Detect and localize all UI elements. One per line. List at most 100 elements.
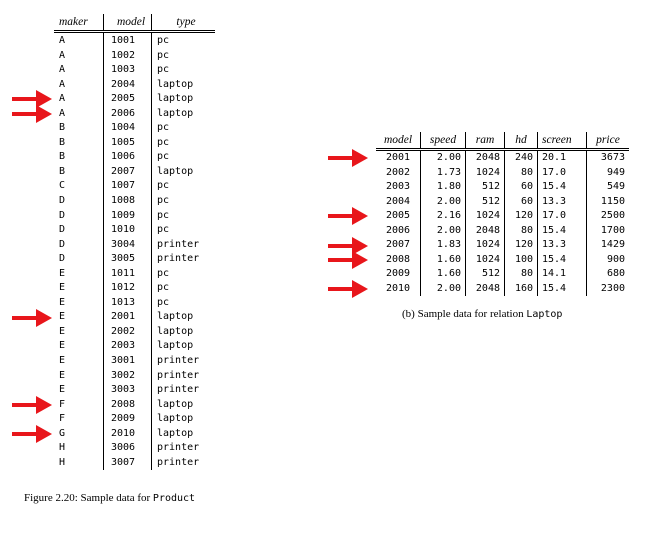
product-header-model: model xyxy=(103,14,152,33)
product-cell-model: 1009 xyxy=(103,208,152,224)
product-cell-maker: G xyxy=(59,427,66,439)
laptop-cell-screen: 13.3 xyxy=(537,238,587,253)
product-cell-type: pc xyxy=(151,179,215,195)
laptop-cell-ram: 512 xyxy=(465,180,505,195)
product-cell-maker: A xyxy=(59,49,66,61)
product-row: B 1004 pc xyxy=(54,121,215,136)
laptop-header-price: price xyxy=(586,132,629,151)
laptop-cell-model: 2005 xyxy=(385,210,411,222)
product-cell-maker: A xyxy=(59,64,66,76)
product-row: D 1010 pc xyxy=(54,223,215,238)
laptop-cell-price: 2300 xyxy=(586,281,629,297)
product-cell-maker: F xyxy=(59,413,66,425)
product-cell-maker: E xyxy=(59,355,66,367)
product-cell-model: 3002 xyxy=(103,368,152,384)
product-row: H 3006 printer xyxy=(54,441,215,456)
product-cell-type: pc xyxy=(151,48,215,64)
laptop-cell-screen: 13.3 xyxy=(537,194,587,210)
red-arrow-icon xyxy=(12,425,52,444)
laptop-cell-hd: 80 xyxy=(504,267,538,282)
product-cell-maker: B xyxy=(59,151,66,163)
product-cell-maker: A xyxy=(59,93,66,105)
laptop-cell-model: 2008 xyxy=(385,253,411,265)
laptop-cell-price: 1429 xyxy=(586,238,629,253)
product-cell-type: laptop xyxy=(151,426,215,442)
laptop-cell-speed: 1.60 xyxy=(420,252,466,268)
laptop-cell-hd: 60 xyxy=(504,194,538,210)
laptop-cell-ram: 512 xyxy=(465,194,505,210)
product-cell-type: pc xyxy=(151,295,215,311)
product-cell-maker: E xyxy=(59,267,66,279)
product-cell-model: 2002 xyxy=(103,324,152,340)
product-row: E 2003 laptop xyxy=(54,339,215,355)
laptop-cell-model: 2001 xyxy=(385,152,411,163)
laptop-cell-speed: 2.00 xyxy=(420,149,466,166)
product-cell-type: laptop xyxy=(151,77,215,93)
product-header-row: maker model type xyxy=(54,14,215,33)
product-cell-maker: D xyxy=(59,238,66,250)
product-cell-type: laptop xyxy=(151,339,215,355)
laptop-cell-hd: 120 xyxy=(504,238,538,253)
product-cell-maker: C xyxy=(59,180,66,192)
product-cell-maker: E xyxy=(59,369,66,381)
laptop-cell-model: 2006 xyxy=(385,224,411,236)
laptop-cell-screen: 15.4 xyxy=(537,281,587,297)
laptop-cell-ram: 512 xyxy=(465,267,505,282)
product-cell-type: laptop xyxy=(151,106,215,122)
laptop-cell-hd: 160 xyxy=(504,281,538,297)
product-row: B 2007 laptop xyxy=(54,164,215,180)
product-cell-type: pc xyxy=(151,266,215,282)
laptop-cell-speed: 1.60 xyxy=(420,267,466,282)
laptop-cell-price: 680 xyxy=(586,267,629,282)
red-arrow-icon xyxy=(328,207,368,226)
product-cell-model: 1007 xyxy=(103,179,152,195)
product-header-maker: maker xyxy=(54,14,104,33)
laptop-table-body: 2001 2.00 2048 240 20.1 3673 2002 1.73 1024 80 17.… xyxy=(376,149,629,297)
product-cell-model: 3003 xyxy=(103,383,152,398)
laptop-cell-hd: 80 xyxy=(504,165,538,181)
laptop-cell-model: 2009 xyxy=(385,268,411,280)
product-cell-model: 2010 xyxy=(103,426,152,442)
laptop-caption-code: Laptop xyxy=(526,309,563,320)
red-arrow-icon xyxy=(328,236,368,255)
laptop-cell-ram: 1024 xyxy=(465,165,505,181)
product-cell-model: 1005 xyxy=(103,135,152,151)
product-cell-model: 1004 xyxy=(103,121,152,136)
product-row: A 2005 laptop xyxy=(54,92,215,107)
product-cell-maker: A xyxy=(59,78,66,90)
laptop-cell-hd: 60 xyxy=(504,180,538,195)
laptop-cell-model: 2007 xyxy=(385,239,411,251)
laptop-row: 2002 1.73 1024 80 17.0 949 xyxy=(376,165,629,181)
laptop-row: 2006 2.00 2048 80 15.4 1700 xyxy=(376,223,629,239)
product-cell-model: 1008 xyxy=(103,194,152,209)
laptop-row: 2007 1.83 1024 120 13.3 1429 xyxy=(376,238,629,253)
laptop-cell-hd: 120 xyxy=(504,209,538,224)
product-cell-maker: E xyxy=(59,296,66,308)
product-cell-type: printer xyxy=(151,237,215,253)
product-cell-maker: D xyxy=(59,209,66,221)
laptop-cell-ram: 1024 xyxy=(465,238,505,253)
product-cell-maker: E xyxy=(59,311,66,323)
product-row: A 2006 laptop xyxy=(54,106,215,122)
laptop-cell-screen: 15.4 xyxy=(537,252,587,268)
product-row: D 3005 printer xyxy=(54,252,215,267)
laptop-cell-speed: 1.80 xyxy=(420,180,466,195)
laptop-cell-model: 2002 xyxy=(385,166,411,178)
laptop-cell-screen: 14.1 xyxy=(537,267,587,282)
product-row: D 1009 pc xyxy=(54,208,215,224)
product-cell-maker: D xyxy=(59,224,66,236)
product-cell-type: pc xyxy=(151,208,215,224)
product-cell-model: 2008 xyxy=(103,397,152,413)
laptop-cell-model: 2003 xyxy=(385,181,411,193)
product-cell-maker: B xyxy=(59,136,66,148)
product-cell-type: pc xyxy=(151,135,215,151)
product-cell-maker: B xyxy=(59,165,66,177)
product-cell-type: pc xyxy=(151,31,215,49)
red-arrow-icon xyxy=(328,251,368,270)
laptop-row: 2001 2.00 2048 240 20.1 3673 xyxy=(376,149,629,166)
product-cell-type: printer xyxy=(151,455,215,471)
laptop-row: 2008 1.60 1024 100 15.4 900 xyxy=(376,252,629,268)
product-row: F 2008 laptop xyxy=(54,397,215,413)
laptop-cell-model: 2004 xyxy=(385,195,411,207)
product-cell-maker: A xyxy=(59,35,66,46)
